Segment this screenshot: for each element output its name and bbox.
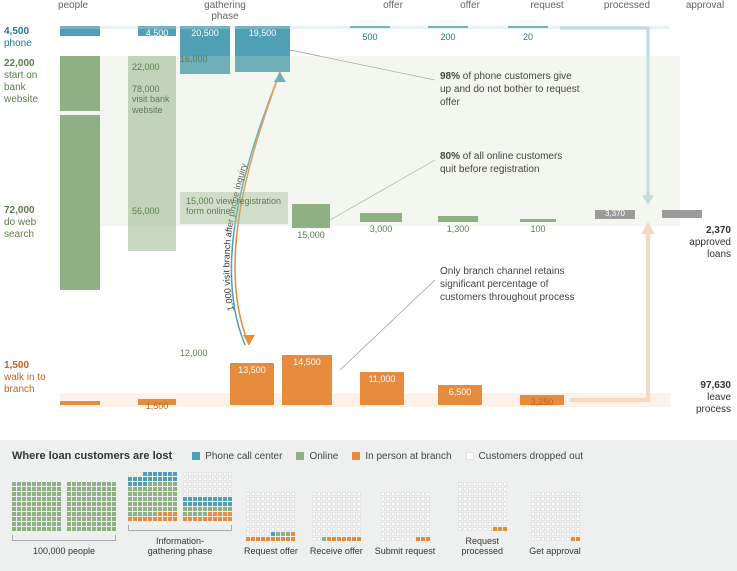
waffle-label: Information-gathering phase (145, 537, 215, 557)
waffle-group: Information-gathering phase (128, 472, 232, 557)
waffle-grid (458, 482, 507, 531)
stage-header: gathering phase (190, 0, 260, 22)
branch-val: 6,500 (438, 387, 482, 397)
legend-keys: Phone call center Online In person at bran… (192, 451, 583, 462)
phone-val: 20,500 (180, 28, 230, 38)
online-val: 12,000 (180, 348, 208, 358)
waffle-grid (128, 472, 177, 521)
waffle-group: 100,000 people (12, 482, 116, 557)
online-val: 78,000 visit bank website (132, 84, 176, 115)
online-block (60, 56, 100, 111)
online-val: 22,000 (132, 62, 160, 72)
waffle-grid (246, 492, 295, 541)
waffle-label: Get approval (529, 547, 581, 557)
waffle-group: Receive offer (310, 492, 363, 557)
phone-val: 19,500 (235, 28, 290, 38)
stage-header: processed (592, 0, 662, 11)
waffle-group: Get approval (529, 492, 581, 557)
online-block (360, 213, 402, 222)
entry-label: 1,500walk in to branch (4, 360, 54, 396)
legend-key: Online (296, 451, 338, 462)
waffle-label: Receive offer (310, 547, 363, 557)
annotation: 80% of all online customers quit before … (440, 150, 580, 176)
waffle-label: Request offer (244, 547, 298, 557)
branch-bar (60, 401, 100, 405)
legend-key: Customers dropped out (466, 451, 584, 462)
online-block (60, 115, 100, 290)
waffle-grid (381, 492, 430, 541)
online-block (438, 216, 478, 222)
online-val: 15,000 view registration form online (186, 196, 286, 217)
waffle-group: Submit request (375, 492, 436, 557)
entry-label: 22,000start on bank website (4, 58, 54, 106)
stage-header: offer (358, 0, 428, 11)
legend-key: Phone call center (192, 451, 282, 462)
phone-val: 500 (350, 32, 390, 42)
legend-area: Where loan customers are lost Phone call… (0, 440, 737, 571)
online-block (292, 204, 330, 228)
branch-val: 3,250 (520, 397, 564, 407)
legend-key: In person at branch (352, 451, 451, 462)
waffle-grid (183, 472, 232, 521)
waffle-grid (12, 482, 61, 531)
waffle-label: Submit request (375, 547, 436, 557)
branch-val: 14,500 (282, 357, 332, 367)
annotation: 98% of phone customers give up and do no… (440, 70, 580, 109)
entry-label: 72,000do web search (4, 205, 54, 241)
entry-label: 4,500phone (4, 26, 54, 50)
stage-header: request (512, 0, 582, 11)
online-val: 16,000 (180, 54, 208, 64)
online-val: 100 (520, 224, 556, 234)
branch-val: 1,500 (138, 401, 176, 411)
waffle-group: Request processed (447, 482, 517, 557)
online-val: 1,300 (438, 224, 478, 234)
sankey-chart: 1,000 visit branch after phone inquiry p… (0, 0, 737, 440)
phone-val: 20 (508, 32, 548, 42)
online-val: 3,000 (360, 224, 402, 234)
online-val: 15,000 (292, 230, 330, 240)
waffle-group: Request offer (244, 492, 298, 557)
phone-band (60, 26, 670, 29)
stage-header: offer (435, 0, 505, 11)
approved-val: 3,370 (595, 209, 635, 218)
branch-val: 11,000 (360, 374, 404, 384)
waffle-grid (531, 492, 580, 541)
waffle-grid (67, 482, 116, 531)
phone-val: 4,500 (138, 28, 176, 38)
waffle-row: 100,000 people Information-gathering phas… (12, 472, 725, 557)
output-label: 2,370approved loans (671, 225, 731, 261)
online-val: 56,000 (132, 206, 160, 216)
stage-header: approval (670, 0, 737, 11)
output-label: 97,630leave process (671, 380, 731, 416)
stage-header: people (38, 0, 108, 11)
phone-val: 200 (428, 32, 468, 42)
annotation: Only branch channel retains significant … (440, 265, 580, 304)
approved-final (662, 210, 702, 218)
waffle-label: Request processed (447, 537, 517, 557)
branch-val: 13,500 (230, 365, 274, 375)
waffle-label: 100,000 people (33, 547, 95, 557)
waffle-grid (312, 492, 361, 541)
legend-title: Where loan customers are lost (12, 450, 172, 462)
online-block (520, 219, 556, 222)
